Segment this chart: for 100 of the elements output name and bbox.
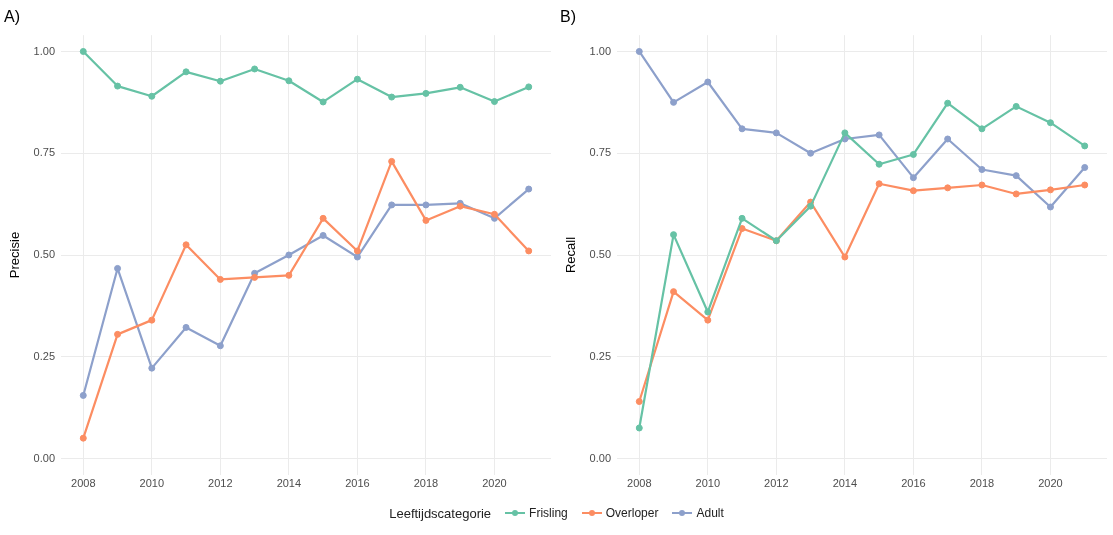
point [251, 273, 259, 281]
point [114, 264, 122, 272]
point [909, 150, 917, 158]
point [1081, 163, 1089, 171]
point [1012, 190, 1020, 198]
x-tick-label: 2012 [764, 477, 789, 490]
point [148, 92, 156, 100]
x-tick-label: 2014 [832, 477, 858, 490]
point [738, 214, 746, 222]
point [978, 166, 986, 174]
y-tick-label: 0.75 [33, 146, 56, 159]
point [79, 391, 87, 399]
point [841, 253, 849, 261]
point [114, 82, 122, 90]
point [319, 214, 327, 222]
point [182, 323, 190, 331]
y-tick-label: 1.00 [33, 44, 56, 57]
y-tick-label: 0.75 [589, 146, 612, 159]
x-tick-label: 2016 [901, 477, 926, 490]
point [635, 398, 643, 406]
x-tick-label: 2012 [208, 477, 233, 490]
point [1012, 172, 1020, 180]
point [807, 202, 815, 210]
point [1081, 142, 1089, 150]
point [772, 129, 780, 137]
point [216, 342, 224, 350]
point [1081, 181, 1089, 189]
x-tick-label: 2010 [139, 477, 165, 490]
point [216, 77, 224, 85]
point [79, 434, 87, 442]
point [841, 129, 849, 137]
point [978, 125, 986, 133]
legend-label: Adult [696, 506, 724, 520]
x-tick-label: 2016 [345, 477, 370, 490]
point [285, 251, 293, 259]
point [670, 288, 678, 296]
point [422, 89, 430, 97]
point [182, 68, 190, 76]
chart-title: B) [560, 8, 576, 26]
point [1046, 119, 1054, 127]
chart-title: A) [4, 8, 20, 26]
y-tick-label: 0.00 [33, 451, 56, 464]
point [944, 135, 952, 143]
point [875, 131, 883, 139]
y-tick-label: 0.50 [33, 248, 56, 261]
y-tick-label: 0.50 [589, 248, 612, 261]
point [388, 93, 396, 101]
point [670, 98, 678, 106]
y-tick-label: 0.25 [589, 349, 612, 362]
point [422, 216, 430, 224]
x-tick-label: 2020 [482, 477, 507, 490]
point [319, 98, 327, 106]
point [875, 180, 883, 188]
point [285, 77, 293, 85]
point [525, 83, 533, 91]
point [388, 157, 396, 165]
point [456, 83, 464, 91]
point [353, 253, 361, 261]
point [875, 160, 883, 168]
point [319, 231, 327, 239]
y-axis-title: Precisie [7, 231, 23, 279]
point [490, 98, 498, 106]
point [738, 225, 746, 233]
legend-label: Frisling [529, 506, 568, 520]
point [251, 65, 259, 73]
point [909, 174, 917, 182]
x-tick-label: 2020 [1038, 477, 1063, 490]
point [353, 75, 361, 83]
point [148, 364, 156, 372]
point [670, 231, 678, 239]
x-tick-label: 2014 [276, 477, 302, 490]
x-tick-label: 2018 [413, 477, 439, 490]
point [738, 125, 746, 133]
point [182, 241, 190, 249]
point [978, 181, 986, 189]
point [635, 47, 643, 55]
point [704, 308, 712, 316]
x-tick-label: 2018 [969, 477, 995, 490]
point [704, 78, 712, 86]
point [216, 275, 224, 283]
y-tick-label: 0.00 [589, 451, 612, 464]
point [388, 201, 396, 209]
point [635, 424, 643, 432]
legend-label: Overloper [605, 506, 659, 520]
point [148, 316, 156, 324]
y-tick-label: 0.25 [33, 349, 56, 362]
point [1046, 186, 1054, 194]
point [114, 330, 122, 338]
point [1046, 203, 1054, 211]
point [525, 185, 533, 193]
point [944, 184, 952, 192]
point [944, 99, 952, 107]
point [422, 201, 430, 209]
y-tick-label: 1.00 [589, 44, 612, 57]
point [525, 247, 533, 255]
point [285, 271, 293, 279]
point [1012, 102, 1020, 110]
point [79, 47, 87, 55]
x-tick-label: 2008 [71, 477, 96, 490]
point [909, 187, 917, 195]
